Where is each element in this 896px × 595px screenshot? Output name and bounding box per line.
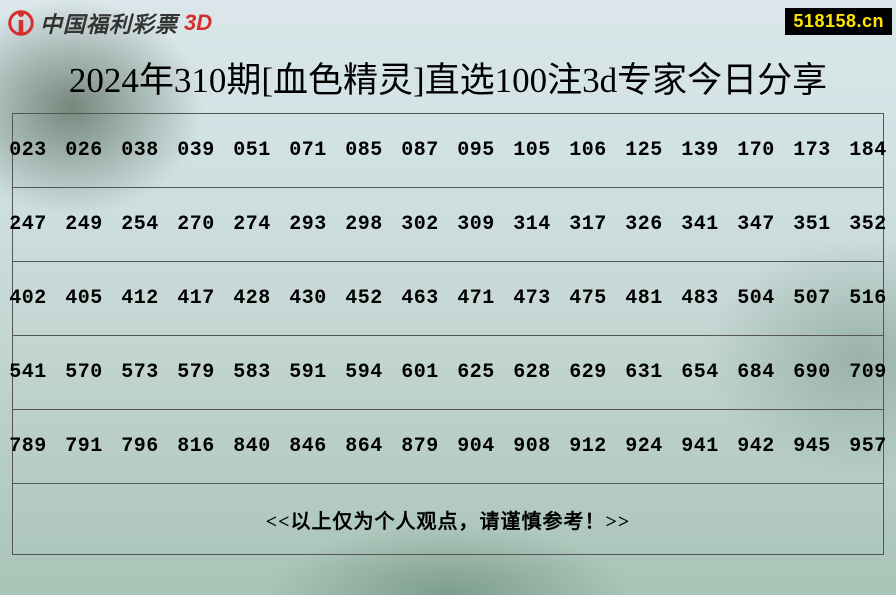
lottery-logo-icon bbox=[6, 8, 36, 38]
table-row: 531 537 541 570 573 579 583 591 594 601 … bbox=[13, 336, 883, 410]
number-cells: 531 537 541 570 573 579 583 591 594 601 … bbox=[0, 361, 896, 384]
table-row: 012 018 023 026 038 039 051 071 085 087 … bbox=[13, 114, 883, 188]
page-title: 2024年310期[血色精灵]直选100注3d专家今日分享 bbox=[0, 46, 896, 113]
brand-logo: 中国福利彩票 3D bbox=[6, 7, 212, 39]
disclaimer-text: <<以上仅为个人观点，请谨慎参考！>> bbox=[266, 505, 631, 534]
site-badge: 518158.cn bbox=[785, 8, 892, 35]
number-cells: 731 754 789 791 796 816 840 846 864 879 … bbox=[0, 435, 896, 458]
numbers-table: 012 018 023 026 038 039 051 071 085 087 … bbox=[12, 113, 884, 555]
number-cells: 378 394 402 405 412 417 428 430 452 463 … bbox=[0, 287, 896, 310]
disclaimer-row: <<以上仅为个人观点，请谨慎参考！>> bbox=[13, 484, 883, 554]
table-row: 378 394 402 405 412 417 428 430 452 463 … bbox=[13, 262, 883, 336]
brand-suffix: 3D bbox=[184, 10, 212, 36]
table-row: 731 754 789 791 796 816 840 846 864 879 … bbox=[13, 410, 883, 484]
number-cells: 234 246 247 249 254 270 274 293 298 302 … bbox=[0, 213, 896, 236]
brand-text: 中国福利彩票 bbox=[40, 7, 178, 39]
table-row: 234 246 247 249 254 270 274 293 298 302 … bbox=[13, 188, 883, 262]
header: 中国福利彩票 3D 518158.cn bbox=[0, 0, 896, 46]
number-cells: 012 018 023 026 038 039 051 071 085 087 … bbox=[0, 139, 896, 162]
